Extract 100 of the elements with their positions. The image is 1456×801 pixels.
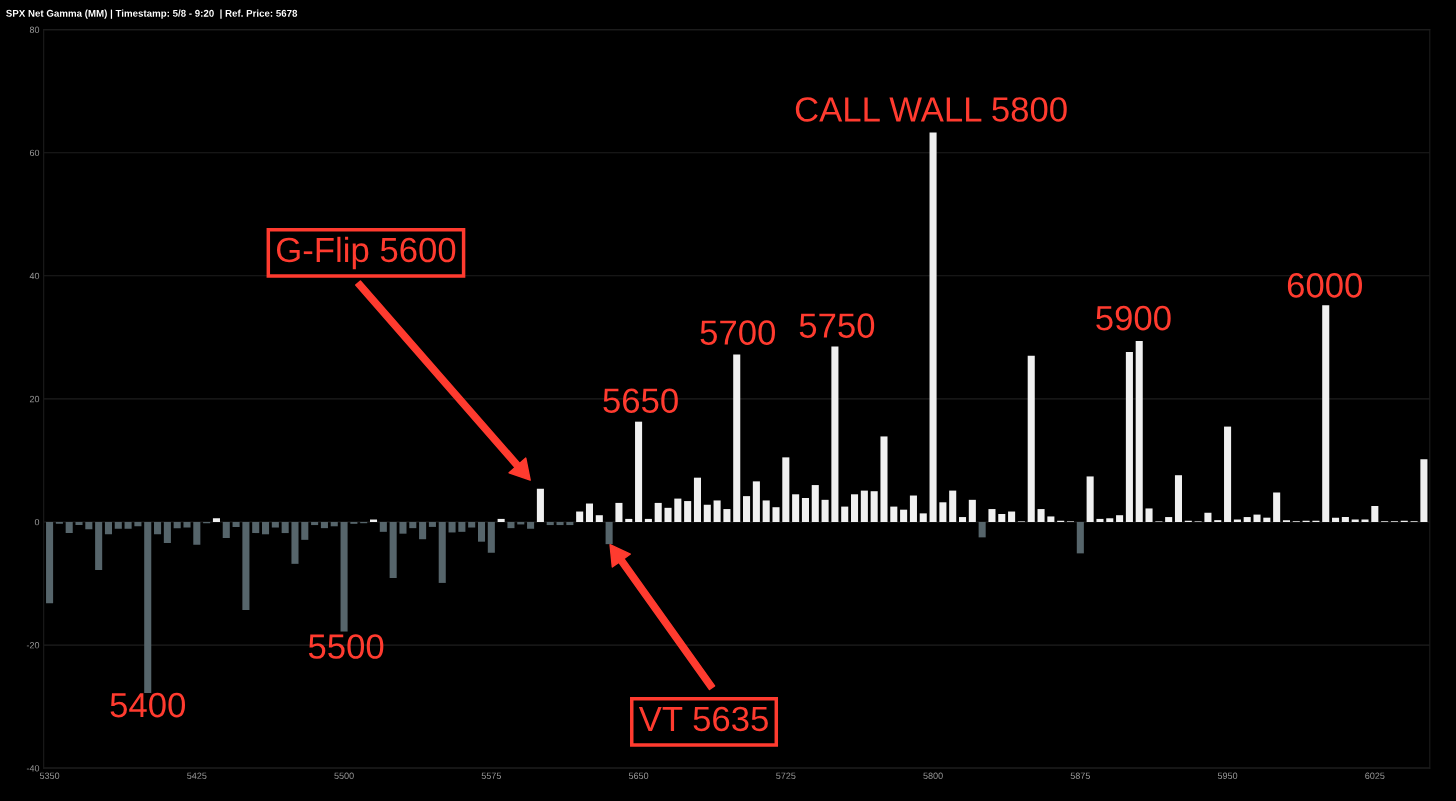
bar: [615, 502, 623, 522]
annotation: G-Flip 5600: [277, 236, 456, 270]
bar: [75, 521, 83, 526]
bar: [890, 506, 898, 522]
bar: [419, 521, 427, 540]
bar: [1096, 518, 1104, 522]
bar: [909, 495, 917, 522]
x-tick-label: 5500: [334, 772, 354, 779]
y-tick-label: -20: [26, 642, 40, 649]
x-tick-label: 5800: [923, 772, 943, 779]
bar: [193, 521, 201, 545]
bar: [301, 521, 309, 540]
annotation: 5750: [799, 313, 875, 338]
bar: [497, 518, 505, 522]
bar: [409, 521, 417, 529]
annotation: 5500: [308, 634, 384, 659]
bar: [1243, 517, 1251, 522]
bar: [448, 521, 456, 533]
bar: [428, 521, 436, 527]
bar: [978, 521, 986, 538]
bar: [271, 521, 279, 528]
bar: [831, 346, 839, 522]
bar: [104, 521, 112, 535]
bar: [998, 513, 1006, 522]
bar: [399, 521, 407, 534]
x-tick-label: 5950: [1217, 772, 1238, 779]
bar: [124, 521, 132, 529]
y-tick-label: 20: [29, 395, 40, 403]
bar: [527, 521, 535, 529]
bar: [1037, 509, 1045, 522]
x-tick-label: 5575: [481, 772, 501, 779]
bar: [1253, 514, 1261, 522]
x-tick-label: 5650: [628, 772, 649, 779]
bar: [1047, 516, 1055, 522]
bar: [929, 132, 937, 522]
bar: [212, 518, 220, 522]
bar: [723, 509, 731, 522]
bar: [664, 507, 672, 522]
bar: [556, 521, 564, 526]
bar: [919, 513, 927, 522]
bar: [242, 521, 250, 610]
bar: [772, 507, 780, 522]
x-tick-label: 5875: [1070, 772, 1090, 779]
bar: [1135, 341, 1143, 522]
bar: [1420, 459, 1428, 522]
bar: [1076, 521, 1084, 554]
bar: [95, 521, 103, 570]
y-tick-label: 0: [34, 518, 40, 526]
y-tick-label: 40: [29, 272, 40, 280]
bar: [330, 521, 338, 527]
x-tick-label: 5725: [776, 772, 796, 779]
bar: [988, 509, 996, 522]
x-tick-label: 6025: [1365, 772, 1385, 779]
bar: [821, 499, 829, 522]
bar: [1273, 492, 1281, 522]
bar: [65, 521, 73, 534]
bar: [291, 521, 299, 564]
annotation: 6000: [1287, 273, 1362, 298]
bar: [585, 503, 594, 522]
bar: [752, 481, 760, 522]
bar: [801, 497, 809, 522]
bar: [644, 518, 652, 522]
bar: [851, 494, 859, 522]
bar: [1322, 305, 1330, 522]
bar: [46, 521, 54, 604]
bar: [674, 498, 682, 522]
bar: [1332, 517, 1340, 522]
bar: [792, 494, 800, 522]
bar: [625, 518, 633, 522]
bar: [1371, 505, 1379, 522]
bar: [154, 521, 162, 535]
x-tick-label: 5425: [187, 772, 207, 779]
bar: [477, 521, 486, 542]
bar: [1086, 476, 1094, 522]
bar: [134, 521, 142, 527]
y-tick-label: 60: [29, 149, 40, 157]
bar: [860, 490, 868, 522]
bar: [114, 521, 122, 529]
bar: [595, 515, 603, 522]
bar: [173, 521, 181, 529]
bar: [958, 517, 967, 522]
bar: [1106, 518, 1114, 522]
bar: [576, 511, 584, 522]
bar: [684, 501, 692, 522]
bar: [1027, 355, 1035, 522]
bar: [703, 504, 711, 522]
chart-title: SPX Net Gamma (MM) | Timestamp: 5/8 - 9:20 | Ref. Price: 5678: [6, 9, 298, 19]
bar: [320, 521, 328, 529]
bar: [782, 457, 790, 522]
bar: [841, 506, 849, 522]
bar: [252, 521, 260, 534]
bar: [900, 509, 908, 522]
bar: [743, 496, 751, 522]
bar: [1204, 512, 1212, 522]
bar: [693, 477, 701, 522]
bar: [733, 354, 741, 522]
bar: [1263, 517, 1271, 522]
bar: [222, 521, 230, 538]
bar: [1008, 511, 1016, 522]
bar: [389, 521, 397, 578]
